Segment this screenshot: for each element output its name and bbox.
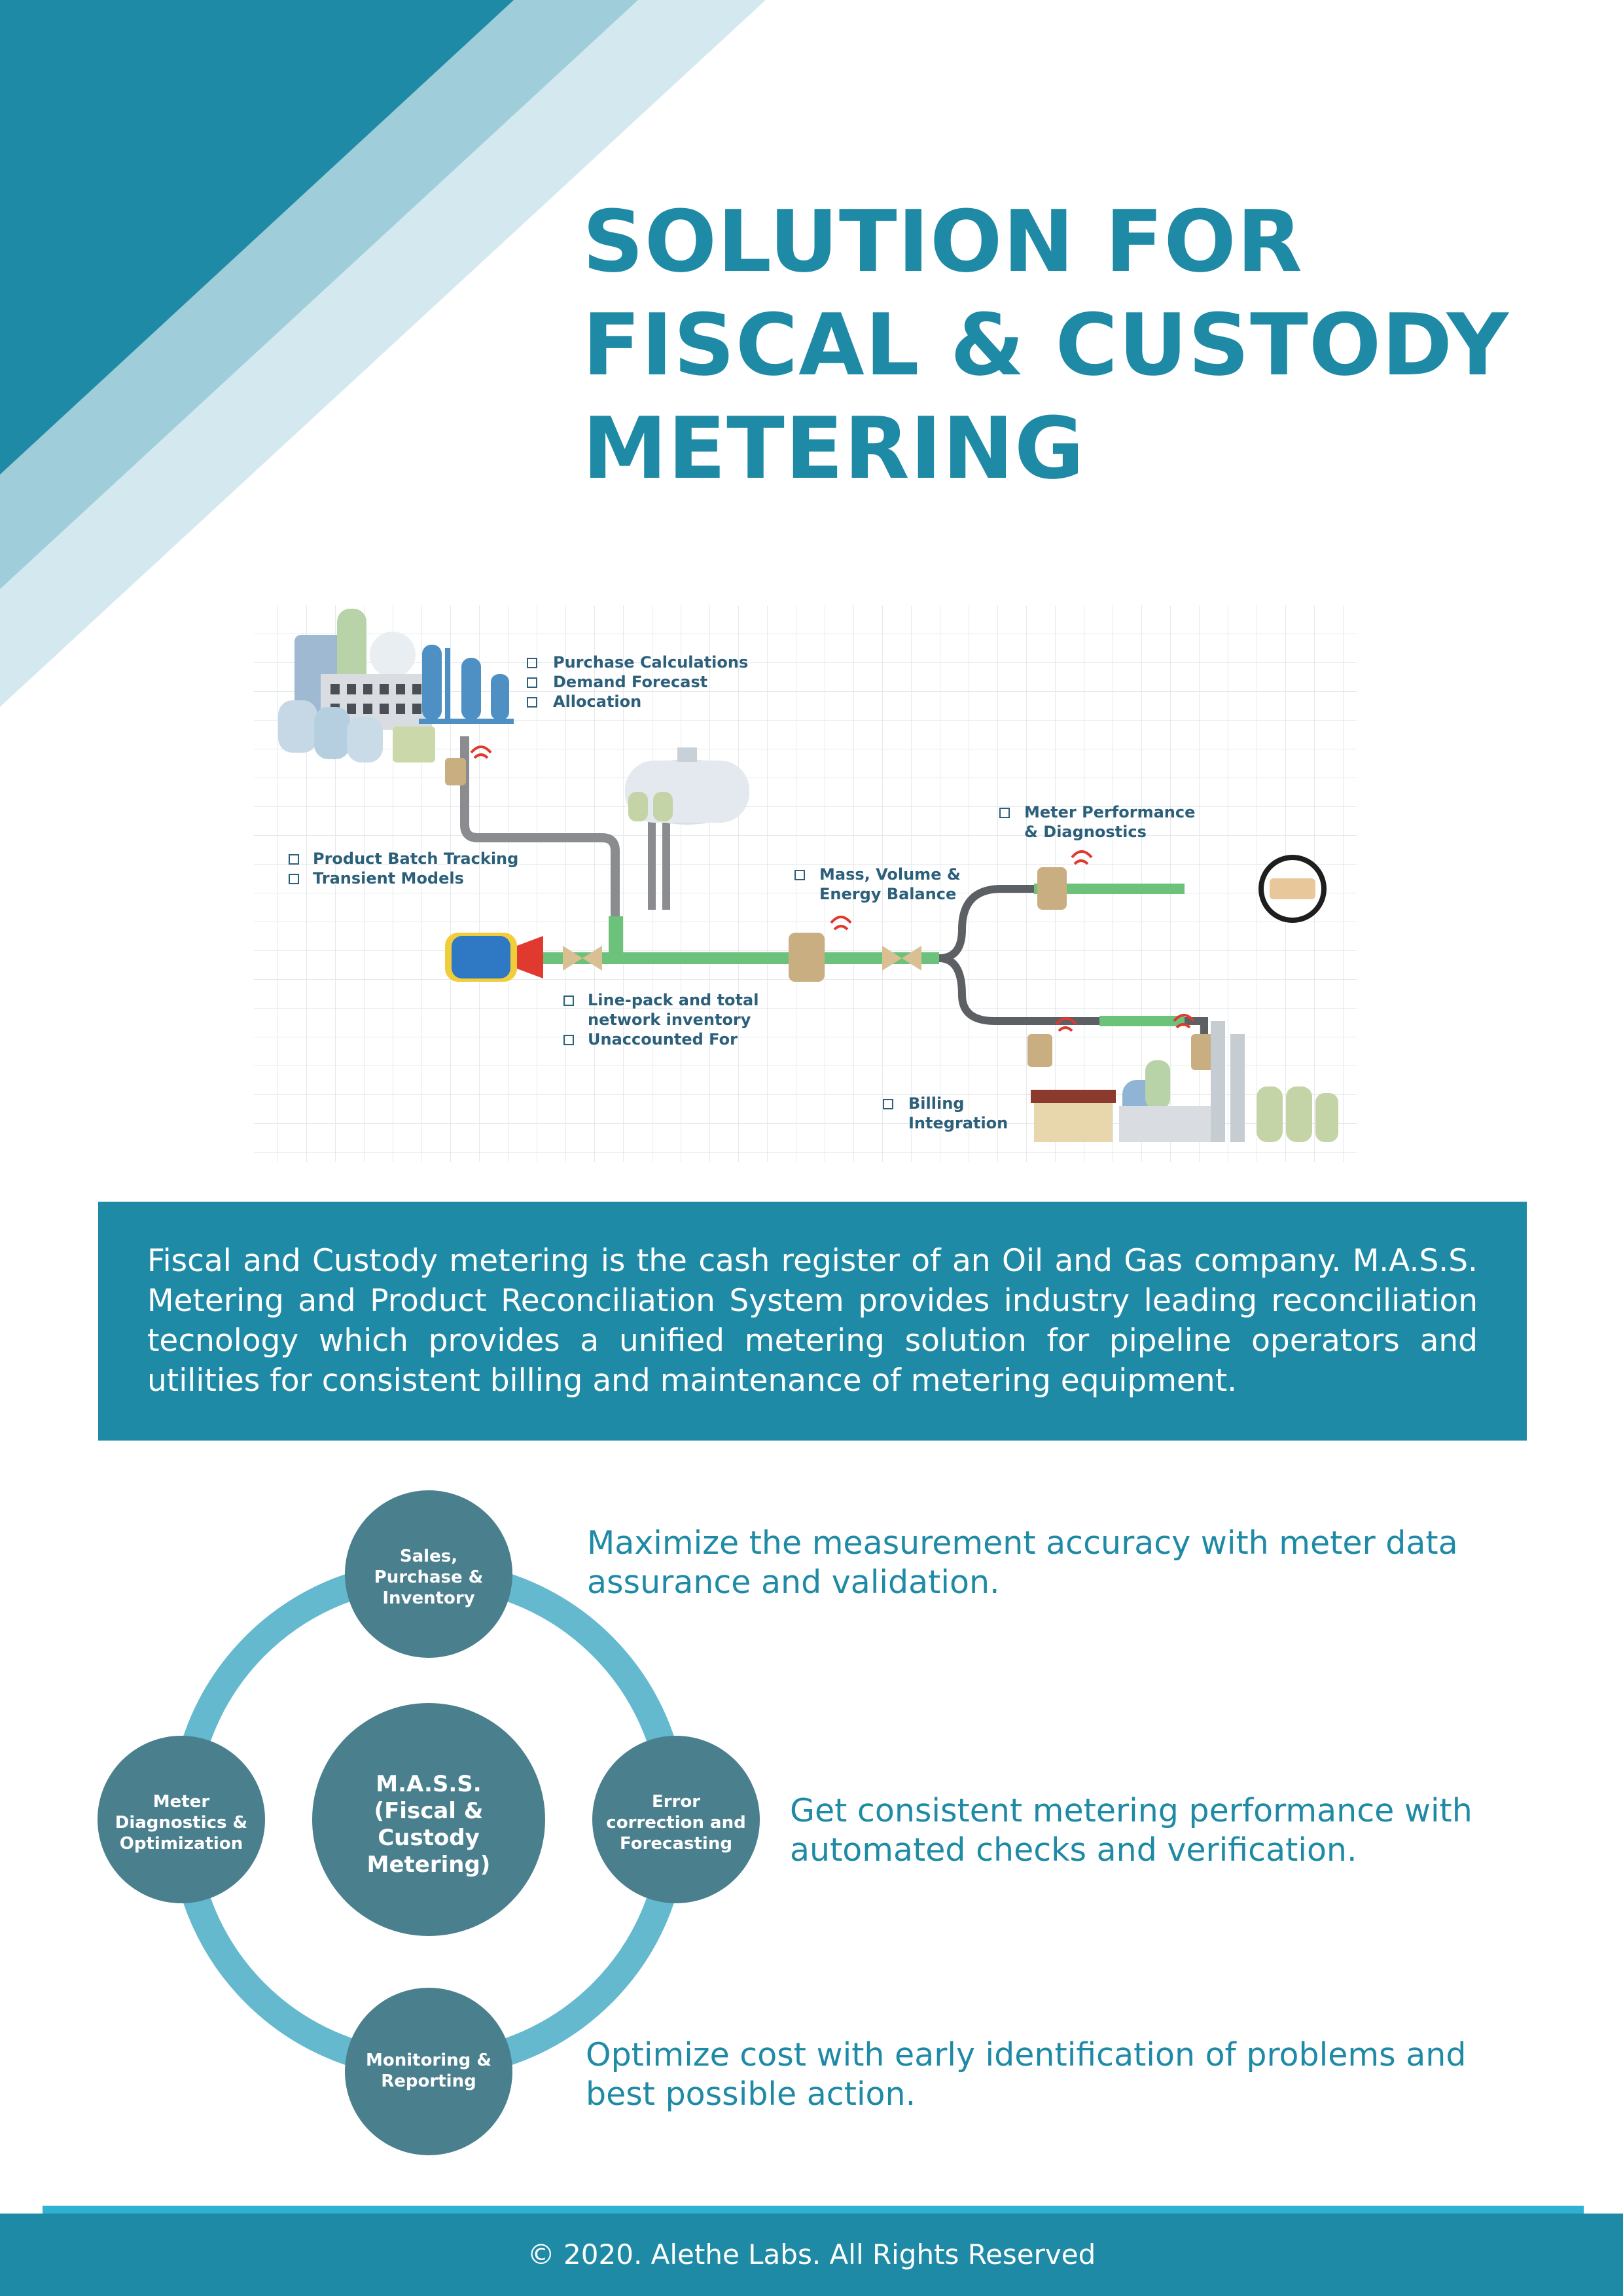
page-title: SOLUTION FOR FISCAL & CUSTODY METERING <box>582 190 1564 500</box>
storage-tank-icon <box>625 747 749 910</box>
mass-cycle-diagram: M.A.S.S. (Fiscal & Custody Metering) Sal… <box>98 1490 760 2155</box>
top-line-2: Purchase & <box>374 1568 484 1587</box>
bottom-line-2: Reporting <box>381 2072 476 2091</box>
supply-pipe <box>460 736 620 923</box>
label-product-batch-tracking: Product Batch Tracking <box>313 850 518 868</box>
meter-icon-upper <box>1037 850 1093 910</box>
label-billing-1: Billing <box>908 1094 964 1113</box>
left-line-2: Diagnostics & <box>115 1813 247 1833</box>
left-line-1: Meter <box>153 1792 210 1812</box>
valves <box>563 946 921 971</box>
label-mass-balance-2: Energy Balance <box>819 885 956 903</box>
benefit-cost-line-1: Optimize cost with early identification … <box>586 2036 1467 2073</box>
label-linepack-2: network inventory <box>588 1011 751 1029</box>
label-meter-performance-2: & Diagnostics <box>1024 823 1147 841</box>
right-line-1: Error <box>652 1792 700 1812</box>
cycle-node-left: Meter Diagnostics & Optimization <box>98 1736 265 1903</box>
title-line-3: METERING <box>582 399 1085 498</box>
label-linepack-1: Line-pack and total <box>588 991 758 1009</box>
description-text: Fiscal and Custody metering is the cash … <box>147 1243 1478 1399</box>
branch-pipe-lower <box>938 954 1099 1025</box>
left-line-3: Optimization <box>120 1834 243 1854</box>
pipeline-diagram: Purchase Calculations Demand Forecast Al… <box>254 605 1357 1162</box>
title-line-1: SOLUTION FOR <box>582 192 1303 291</box>
corner-decoration <box>0 0 766 707</box>
right-line-2: correction and <box>606 1813 745 1833</box>
branch-pipe-upper <box>938 885 1034 962</box>
corner-band-dark <box>0 0 514 475</box>
meter-icon-lower-left <box>1027 1017 1077 1067</box>
industrial-plant-icon <box>1031 1021 1338 1142</box>
meter-icon-lower-right <box>1173 1014 1216 1070</box>
center-line-3: Custody <box>378 1825 480 1851</box>
label-purchase-calculations: Purchase Calculations <box>553 653 748 672</box>
main-pipeline <box>543 952 939 964</box>
label-unaccounted-for: Unaccounted For <box>588 1030 738 1049</box>
benefit-accuracy-line-2: assurance and validation. <box>587 1564 1000 1601</box>
bottom-line-1: Monitoring & <box>366 2051 491 2070</box>
label-mass-balance-1: Mass, Volume & <box>819 865 961 884</box>
benefit-cost-line-2: best possible action. <box>586 2075 916 2113</box>
cycle-node-bottom: Monitoring & Reporting <box>345 1988 512 2155</box>
meter-icon-main <box>789 916 852 982</box>
top-line-3: Inventory <box>382 1588 474 1608</box>
center-line-1: M.A.S.S. <box>376 1771 481 1797</box>
right-line-3: Forecasting <box>620 1834 732 1854</box>
benefit-consistency-line-2: automated checks and verification. <box>790 1831 1357 1869</box>
description-box: Fiscal and Custody metering is the cash … <box>98 1202 1527 1441</box>
benefit-accuracy: Maximize the measurement accuracy with m… <box>587 1524 1458 1602</box>
center-line-4: Metering) <box>367 1852 491 1878</box>
label-allocation: Allocation <box>553 692 641 711</box>
benefit-consistency-line-1: Get consistent metering performance with <box>790 1792 1472 1829</box>
footer-copyright: © 2020. Alethe Labs. All Rights Reserved <box>527 2238 1096 2270</box>
footer: © 2020. Alethe Labs. All Rights Reserved <box>0 2214 1623 2296</box>
benefit-consistency: Get consistent metering performance with… <box>790 1791 1472 1870</box>
cycle-node-center: M.A.S.S. (Fiscal & Custody Metering) <box>312 1703 545 1936</box>
meter-icon-supply <box>445 745 492 785</box>
pump-icon <box>445 933 543 982</box>
cycle-node-right: Error correction and Forecasting <box>592 1736 760 1903</box>
footer-accent-line <box>43 2206 1584 2214</box>
benefit-cost: Optimize cost with early identification … <box>586 2036 1466 2114</box>
label-billing-2: Integration <box>908 1114 1008 1132</box>
top-line-1: Sales, <box>400 1547 457 1566</box>
label-meter-performance-1: Meter Performance <box>1024 803 1195 821</box>
cycle-node-top: Sales, Purchase & Inventory <box>345 1490 512 1658</box>
center-line-2: (Fiscal & <box>374 1798 484 1824</box>
diagram-labels: Purchase Calculations Demand Forecast Al… <box>289 653 1195 1132</box>
customer-meter-icon <box>1258 855 1327 923</box>
benefit-accuracy-line-1: Maximize the measurement accuracy with m… <box>587 1524 1458 1562</box>
label-transient-models: Transient Models <box>313 869 464 888</box>
title-line-2: FISCAL & CUSTODY <box>582 295 1509 395</box>
label-demand-forecast: Demand Forecast <box>553 673 707 691</box>
refinery-plant-icon <box>278 609 514 762</box>
